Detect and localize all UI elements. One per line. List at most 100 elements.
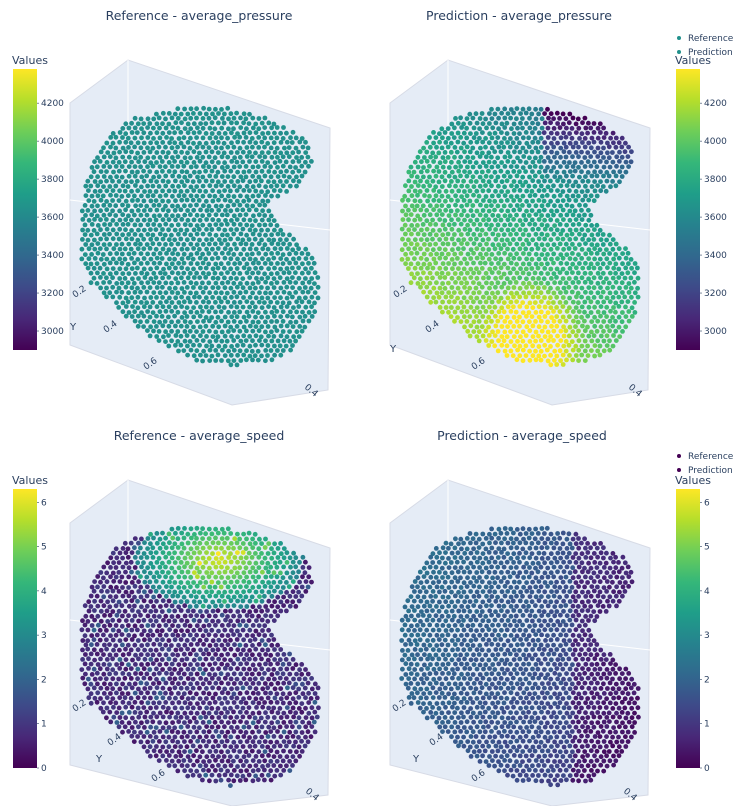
data-point	[464, 135, 470, 141]
data-point	[496, 126, 501, 132]
data-point	[188, 261, 194, 266]
data-point	[181, 729, 187, 735]
data-point	[148, 561, 154, 566]
data-point	[207, 593, 213, 599]
data-point	[567, 353, 572, 358]
data-point	[424, 179, 430, 185]
data-point	[169, 671, 175, 677]
data-point	[216, 295, 222, 301]
data-point	[496, 338, 501, 344]
data-point	[576, 347, 582, 353]
data-point	[163, 280, 169, 286]
data-point	[215, 706, 221, 711]
data-point	[181, 135, 187, 141]
data-point	[240, 285, 246, 291]
data-point	[461, 246, 466, 252]
data-point	[564, 357, 569, 363]
data-point	[458, 232, 464, 237]
data-point	[473, 285, 479, 291]
data-point	[293, 260, 299, 266]
data-point	[518, 111, 523, 116]
data-point	[598, 150, 604, 156]
data-point	[266, 598, 272, 604]
data-point	[235, 343, 240, 348]
data-point	[509, 290, 514, 296]
data-point	[184, 333, 190, 338]
data-point	[278, 140, 284, 145]
data-point	[136, 686, 141, 692]
data-point	[213, 622, 218, 628]
data-point	[178, 140, 184, 146]
data-point	[123, 179, 129, 185]
data-point	[517, 179, 523, 185]
data-point	[89, 193, 95, 199]
data-point	[269, 232, 274, 238]
data-point	[309, 715, 315, 721]
data-point	[184, 656, 190, 662]
data-point	[241, 120, 247, 126]
data-point	[209, 237, 215, 242]
data-point	[163, 613, 169, 619]
data-point	[303, 589, 309, 594]
data-point	[197, 773, 202, 779]
data-point	[231, 729, 237, 734]
data-point	[200, 135, 206, 141]
data-point	[538, 280, 544, 286]
data-point	[259, 227, 264, 233]
data-point	[206, 536, 212, 541]
data-point	[455, 295, 460, 301]
data-point	[129, 569, 134, 575]
data-point	[566, 342, 572, 348]
data-point	[203, 140, 209, 146]
data-point	[567, 149, 572, 155]
data-point	[262, 584, 268, 589]
data-point	[170, 251, 176, 256]
data-point	[626, 144, 631, 150]
data-point	[114, 242, 119, 247]
data-point	[197, 618, 202, 624]
data-point	[538, 348, 544, 354]
data-point	[181, 348, 187, 353]
data-point	[244, 739, 250, 744]
data-point	[228, 236, 234, 242]
data-point	[284, 754, 290, 760]
data-point	[132, 575, 138, 581]
data-point	[179, 265, 185, 271]
data-point	[302, 676, 308, 682]
data-point	[110, 637, 116, 643]
data-point	[222, 353, 228, 358]
data-point	[271, 734, 277, 739]
data-point	[173, 342, 178, 348]
data-point	[169, 338, 175, 344]
data-point	[520, 193, 526, 199]
data-point	[474, 266, 479, 272]
data-point	[179, 569, 185, 575]
data-point	[195, 125, 200, 131]
data-point	[302, 169, 308, 175]
data-point	[88, 174, 94, 180]
data-point	[191, 628, 197, 633]
data-point	[567, 217, 573, 223]
scene[interactable]: Y 0.2 0.4 0.6 0.4	[389, 59, 651, 406]
data-point	[280, 300, 286, 306]
scene[interactable]: Y 0.2 0.4 0.6 0.4	[69, 59, 331, 406]
data-point	[508, 299, 514, 305]
data-point	[166, 150, 171, 156]
data-point	[529, 217, 535, 223]
data-point	[470, 145, 476, 151]
data-point	[247, 130, 253, 136]
data-point	[151, 270, 157, 276]
data-point	[132, 555, 138, 560]
data-point	[548, 305, 554, 310]
data-point	[105, 619, 111, 624]
data-point	[151, 155, 157, 160]
data-point	[579, 227, 585, 233]
data-point	[104, 266, 110, 272]
data-point	[147, 570, 153, 576]
data-point	[228, 256, 234, 262]
data-point	[88, 651, 94, 657]
data-point	[157, 155, 163, 160]
data-point	[145, 222, 151, 228]
data-point	[207, 135, 213, 141]
scene[interactable]: Y 0.2 0.4 0.6 0.4	[69, 479, 331, 806]
